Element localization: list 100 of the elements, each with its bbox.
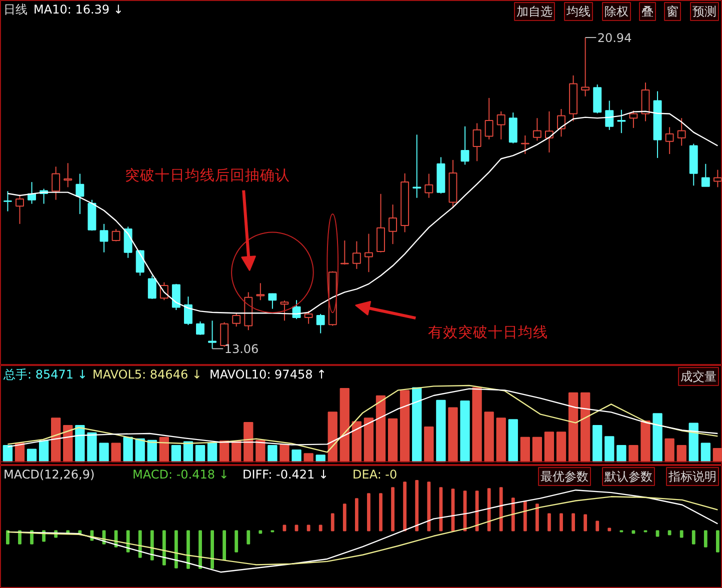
candlestick: [352, 240, 361, 270]
text: 加自选: [516, 4, 552, 18]
bar: [652, 413, 662, 462]
bar: [376, 395, 386, 462]
bar: [676, 445, 686, 462]
candlestick: [16, 194, 24, 224]
bar: [268, 445, 278, 462]
text: MACD: -0.418 ↓: [132, 468, 229, 482]
bar: [316, 454, 326, 462]
bar: [292, 449, 302, 462]
annotation: 20.94: [597, 31, 632, 46]
text: DEA: -0: [352, 468, 398, 482]
bar: [460, 400, 470, 462]
annotation: 有效突破十日均线: [428, 324, 548, 342]
chart-title: MACD(12,26,9): [4, 468, 95, 482]
bar: [608, 528, 612, 532]
bar: [354, 498, 358, 532]
bar: [304, 453, 314, 462]
bar: [680, 530, 684, 538]
candlestick: [472, 122, 482, 162]
bar: [135, 438, 145, 462]
candlestick: [124, 226, 132, 258]
bar: [487, 488, 491, 532]
candlestick: [520, 134, 530, 155]
bar: [258, 530, 262, 534]
bar: [379, 493, 382, 532]
annotation: 突破十日均线后回抽确认: [124, 167, 290, 184]
candlestick: [532, 118, 542, 142]
bar: [195, 445, 206, 462]
bar: [436, 400, 446, 462]
bar: [472, 387, 482, 462]
bar: [568, 392, 578, 462]
bar: [640, 420, 650, 462]
candlestick: [496, 110, 506, 140]
bar: [656, 530, 660, 537]
chart-title: 日线: [4, 2, 28, 16]
candlestick: [268, 292, 277, 310]
bar: [26, 448, 37, 462]
bar: [548, 513, 551, 532]
text: 总手: 85471 ↓: [2, 368, 88, 382]
candlestick: [316, 313, 325, 334]
bar: [604, 436, 614, 462]
bar: [511, 498, 515, 532]
bar: [523, 501, 527, 532]
bar: [282, 524, 286, 532]
bar: [532, 436, 542, 462]
bar: [150, 530, 154, 560]
bar: [246, 530, 250, 544]
candlestick: [424, 173, 434, 198]
bar: [99, 442, 109, 462]
candlestick: [376, 193, 385, 253]
bar: [700, 442, 710, 462]
bar: [668, 530, 672, 536]
annotation: 指标说明: [668, 470, 716, 484]
candlestick: [677, 118, 686, 146]
bar: [352, 421, 362, 462]
bar: [198, 530, 202, 569]
candlestick: [148, 275, 156, 300]
bar: [580, 392, 590, 462]
candlestick: [280, 300, 289, 322]
bar: [388, 418, 398, 462]
bar: [664, 438, 674, 462]
text: MA10: 16.39 ↓: [34, 2, 124, 16]
text: 叠: [642, 4, 654, 18]
bar: [415, 480, 419, 532]
bar: [496, 418, 506, 462]
bar: [222, 530, 226, 560]
bar: [508, 419, 518, 462]
bar: [364, 418, 374, 462]
bar: [318, 524, 322, 532]
bar: [342, 504, 346, 532]
bar: [38, 440, 49, 462]
bar: [367, 493, 370, 532]
candlestick: [76, 173, 84, 215]
candlestick: [557, 108, 566, 138]
candlestick: [605, 100, 614, 130]
bar: [306, 524, 310, 532]
bar: [63, 425, 73, 462]
bar: [616, 445, 626, 462]
bar: [584, 514, 588, 532]
bar: [448, 407, 458, 462]
candlestick: [665, 126, 674, 155]
candlestick: [340, 240, 349, 266]
bar: [159, 436, 169, 462]
bar: [6, 530, 10, 544]
bar: [712, 448, 722, 462]
bar: [280, 444, 290, 462]
bar: [439, 487, 443, 532]
candlestick: [64, 162, 72, 188]
bar: [403, 482, 407, 532]
candlestick: [52, 166, 60, 200]
candlestick: [304, 310, 313, 324]
text: 除权: [604, 4, 628, 18]
bar: [328, 412, 338, 462]
candlestick: [484, 97, 494, 140]
bar: [535, 504, 539, 532]
bar: [596, 520, 600, 532]
text: 预测: [692, 4, 716, 18]
candlestick: [460, 126, 470, 166]
candlestick: [100, 223, 108, 253]
